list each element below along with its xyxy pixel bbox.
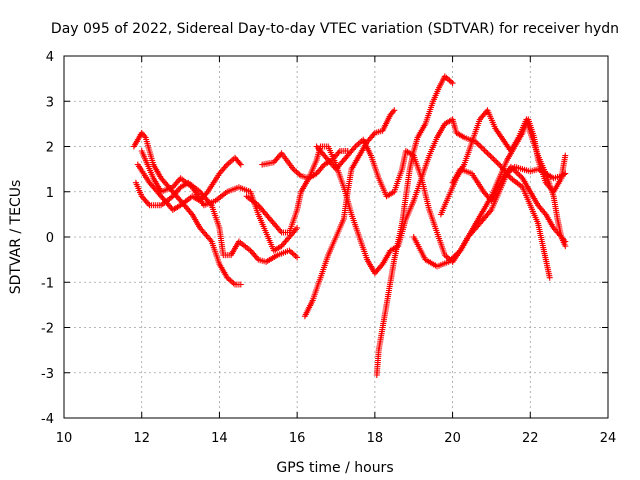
y-tick-label: 0 [46,231,54,246]
marker-trace-sat-g [301,107,398,320]
x-tick-label: 14 [211,431,228,446]
x-tick-label: 12 [133,431,150,446]
series-sat-c [134,154,244,213]
y-tick-label: 2 [46,141,54,156]
chart-title: Day 095 of 2022, Sidereal Day-to-day VTE… [51,21,619,37]
marker-trace-sat-h [373,73,456,378]
y-tick-label: 1 [46,186,54,201]
series-sat-a [130,129,244,288]
y-axis-label: SDTVAR / TECUs [8,180,24,295]
plot-frame [63,55,609,419]
series-sat-g [301,107,398,320]
x-tick-label: 10 [56,431,73,446]
y-tick-label: 3 [46,95,54,110]
series-sat-l [449,163,569,245]
data-markers [130,73,569,378]
y-tick-label: -2 [41,322,54,337]
series-sat-h [373,73,456,378]
x-tick-label: 16 [289,431,306,446]
y-tick-label: -3 [41,367,54,382]
y-tick-label: -1 [41,276,54,291]
marker-trace-sat-a [130,129,244,288]
y-tick-label: 4 [46,50,54,65]
x-tick-label: 22 [522,431,539,446]
x-tick-label: 18 [367,431,384,446]
marker-trace-sat-c [134,154,244,213]
y-tick-label: -4 [41,412,54,427]
x-axis-label: GPS time / hours [276,460,393,476]
x-tick-label: 20 [444,431,461,446]
x-tick-label: 24 [600,431,617,446]
marker-trace-sat-l [449,163,569,245]
